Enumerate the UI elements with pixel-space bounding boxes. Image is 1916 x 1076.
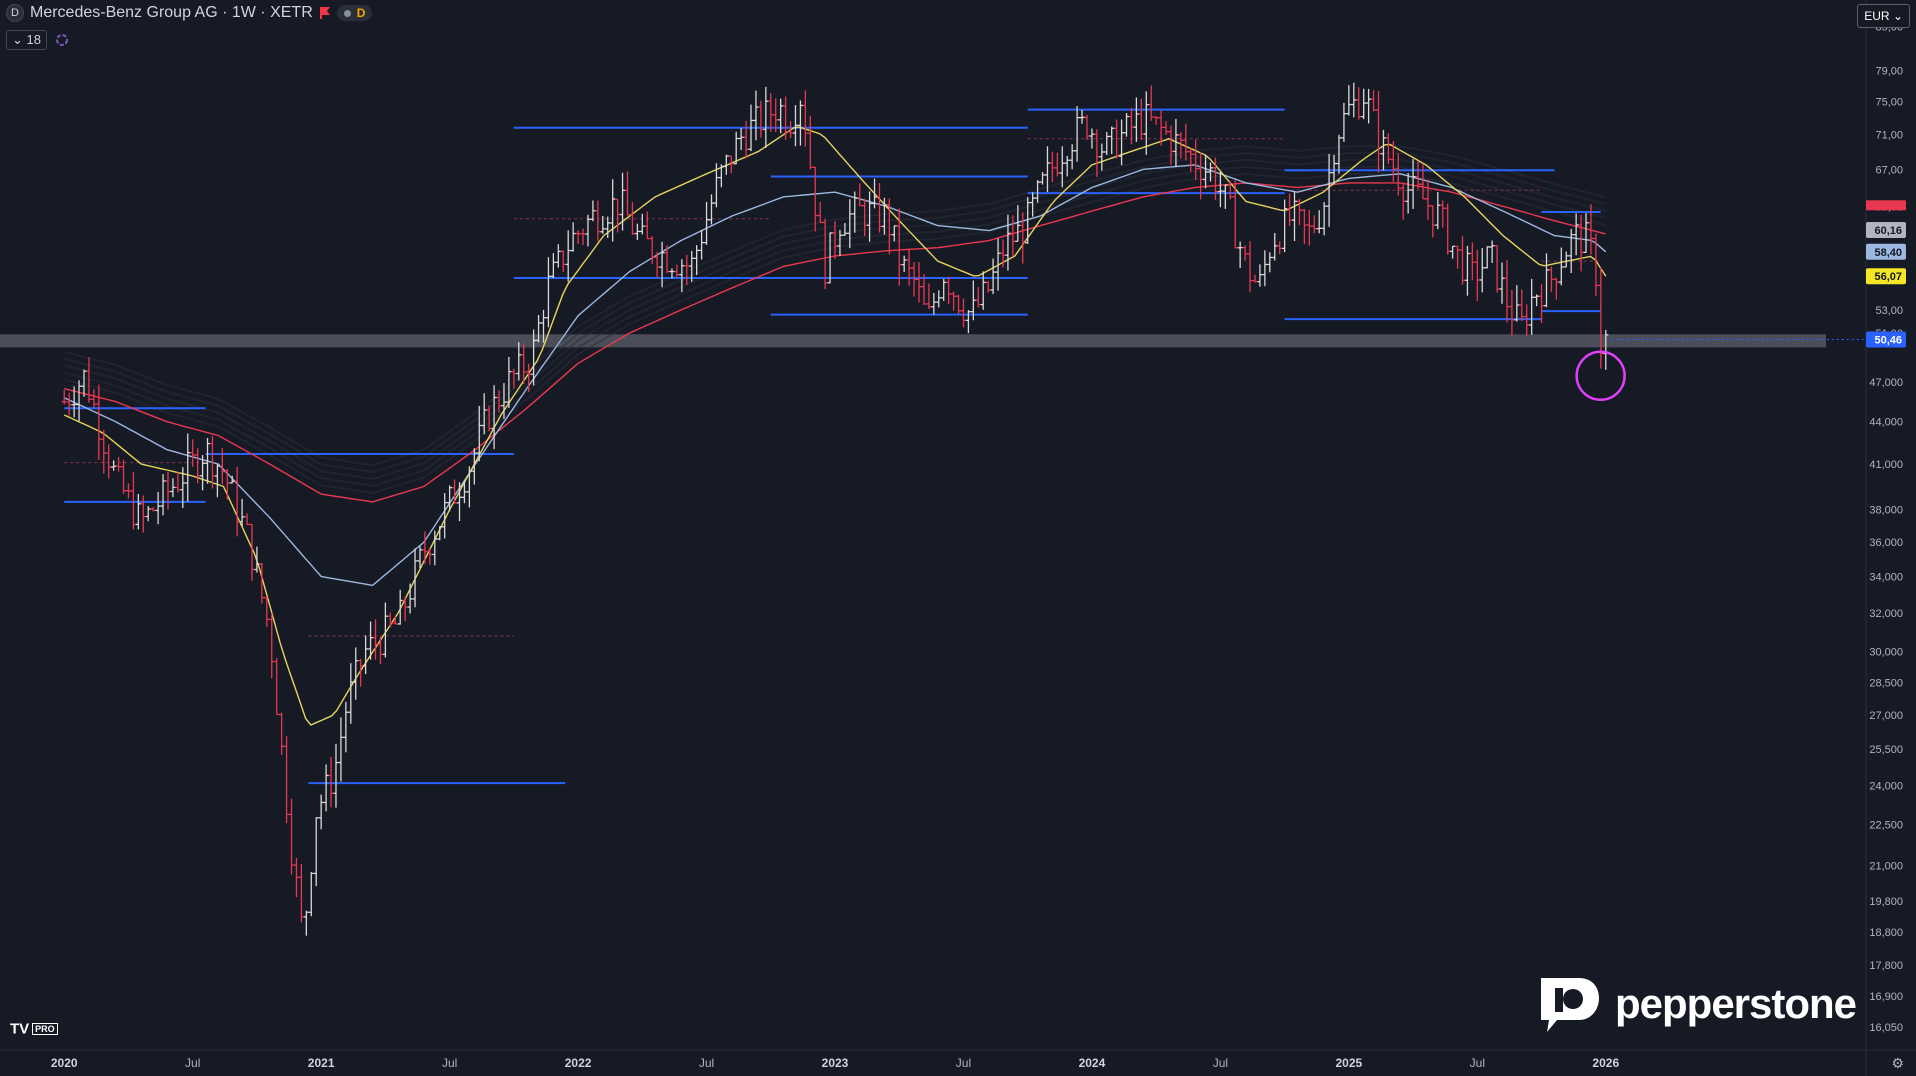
time-axis[interactable]: Jul 2020 Jul 2021 Jul 2022 Jul 2023 Jul 2024 Jul 20…	[0, 1049, 1916, 1070]
time-tick-label: 2023	[822, 1056, 849, 1070]
pepperstone-brand: pepperstone	[1533, 974, 1857, 1034]
price-label-badge	[1866, 331, 1906, 348]
price-tick-label: 32,000	[1869, 608, 1903, 620]
price-tick-label: 71,00	[1875, 130, 1903, 142]
time-tick-label: 2024	[1079, 1056, 1106, 1070]
price-tick-label: 36,000	[1869, 537, 1903, 549]
indicators-row: ⌄ 18	[6, 30, 69, 50]
highlight-circle	[1575, 350, 1626, 402]
ma-fast-line	[63, 126, 1607, 726]
price-label-text: 60,16	[1874, 225, 1902, 237]
price-label-badge	[1866, 221, 1906, 238]
price-tick-label: 21,000	[1869, 861, 1903, 873]
price-tick-label: 79,00	[1875, 65, 1903, 77]
symbol-title[interactable]: Mercedes-Benz Group AG · 1W · XETR	[30, 4, 313, 21]
red-flag-icon[interactable]	[319, 6, 331, 20]
price-tick-label: 27,000	[1869, 710, 1903, 722]
time-tick-label: 2021	[308, 1056, 335, 1070]
price-tick-label: 38,000	[1869, 505, 1903, 517]
price-axis[interactable]: 85,0079,0075,0071,0067,0063,0053,0051,00…	[1865, 0, 1903, 1076]
price-label-badge	[1866, 268, 1906, 285]
time-tick-label: Jul	[1470, 1056, 1485, 1070]
support-zone	[0, 334, 1826, 348]
chevron-down-icon: ⌄	[12, 32, 23, 47]
time-tick-label: Jul	[699, 1056, 714, 1070]
price-tick-label: 18,800	[1869, 927, 1903, 939]
tradingview-logo[interactable]: TV PRO	[10, 1020, 58, 1038]
indicators-toggle-button[interactable]: ⌄ 18	[6, 30, 47, 50]
brand-name: pepperstone	[1615, 980, 1857, 1027]
loading-spinner-icon	[56, 34, 68, 46]
time-tick-label: 2025	[1336, 1056, 1363, 1070]
highlight-layer	[1575, 339, 1864, 402]
price-tick-label: 47,000	[1869, 377, 1903, 389]
price-tick-label: 53,00	[1875, 305, 1903, 317]
time-tick-label: Jul	[1213, 1056, 1228, 1070]
settings-icon[interactable]: ⚙	[1891, 1055, 1904, 1071]
tv-pro-badge: PRO	[32, 1023, 58, 1036]
time-tick-label: 2020	[51, 1056, 78, 1070]
price-tick-label: 30,000	[1869, 647, 1903, 659]
price-label-text: 56,07	[1874, 271, 1902, 283]
price-tick-label: 41,000	[1869, 459, 1903, 471]
price-tick-label: 19,800	[1869, 896, 1903, 908]
support-zone-layer	[0, 334, 1826, 348]
time-tick-label: Jul	[956, 1056, 971, 1070]
moving-averages-layer	[63, 126, 1607, 726]
price-tick-label: 44,000	[1869, 417, 1903, 429]
price-label-text: 50,46	[1874, 335, 1902, 347]
ma-ribbon-shadow	[63, 152, 1607, 474]
price-tick-label: 16,050	[1869, 1022, 1903, 1034]
key-levels-layer	[64, 108, 1601, 785]
tv-logo-text: TV	[10, 1020, 30, 1038]
delayed-badge: D	[356, 6, 366, 20]
price-tick-label: 25,500	[1869, 744, 1903, 756]
ma-mid-line	[63, 164, 1607, 587]
price-tick-label: 22,500	[1869, 819, 1903, 831]
price-tick-label: 16,900	[1869, 991, 1903, 1003]
ma-ribbon-shadow	[63, 145, 1607, 467]
ma-ribbon-shadow	[63, 165, 1607, 487]
price-tick-label: 67,00	[1875, 164, 1903, 176]
chart-header: D Mercedes-Benz Group AG · 1W · XETR D	[6, 4, 373, 22]
price-labels-layer: 60,16 58,40 56,07 50,46	[1866, 200, 1906, 348]
currency-label: EUR	[1864, 9, 1890, 23]
time-tick-label: 2026	[1592, 1056, 1619, 1070]
price-tick-label: 75,00	[1875, 97, 1903, 109]
price-label-text: 58,40	[1874, 247, 1902, 259]
price-tick-label: 24,000	[1869, 781, 1903, 793]
candles-layer	[61, 82, 1609, 936]
status-pill[interactable]: D	[336, 5, 373, 21]
currency-selector[interactable]: EUR ⌄	[1857, 4, 1910, 28]
pepperstone-logo-icon	[1541, 978, 1599, 1032]
price-tick-label: 17,800	[1869, 960, 1903, 972]
price-label-badge	[1866, 243, 1906, 260]
symbol-logo-icon[interactable]: D	[6, 4, 24, 22]
ma-slow-price-tag	[1866, 200, 1906, 211]
price-tick-label: 28,500	[1869, 677, 1903, 689]
indicators-count: 18	[26, 32, 41, 47]
price-tick-label: 34,000	[1869, 571, 1903, 583]
time-tick-label: Jul	[185, 1056, 200, 1070]
time-tick-label: 2022	[565, 1056, 592, 1070]
time-tick-label: Jul	[442, 1056, 457, 1070]
status-dot-icon	[343, 9, 351, 17]
